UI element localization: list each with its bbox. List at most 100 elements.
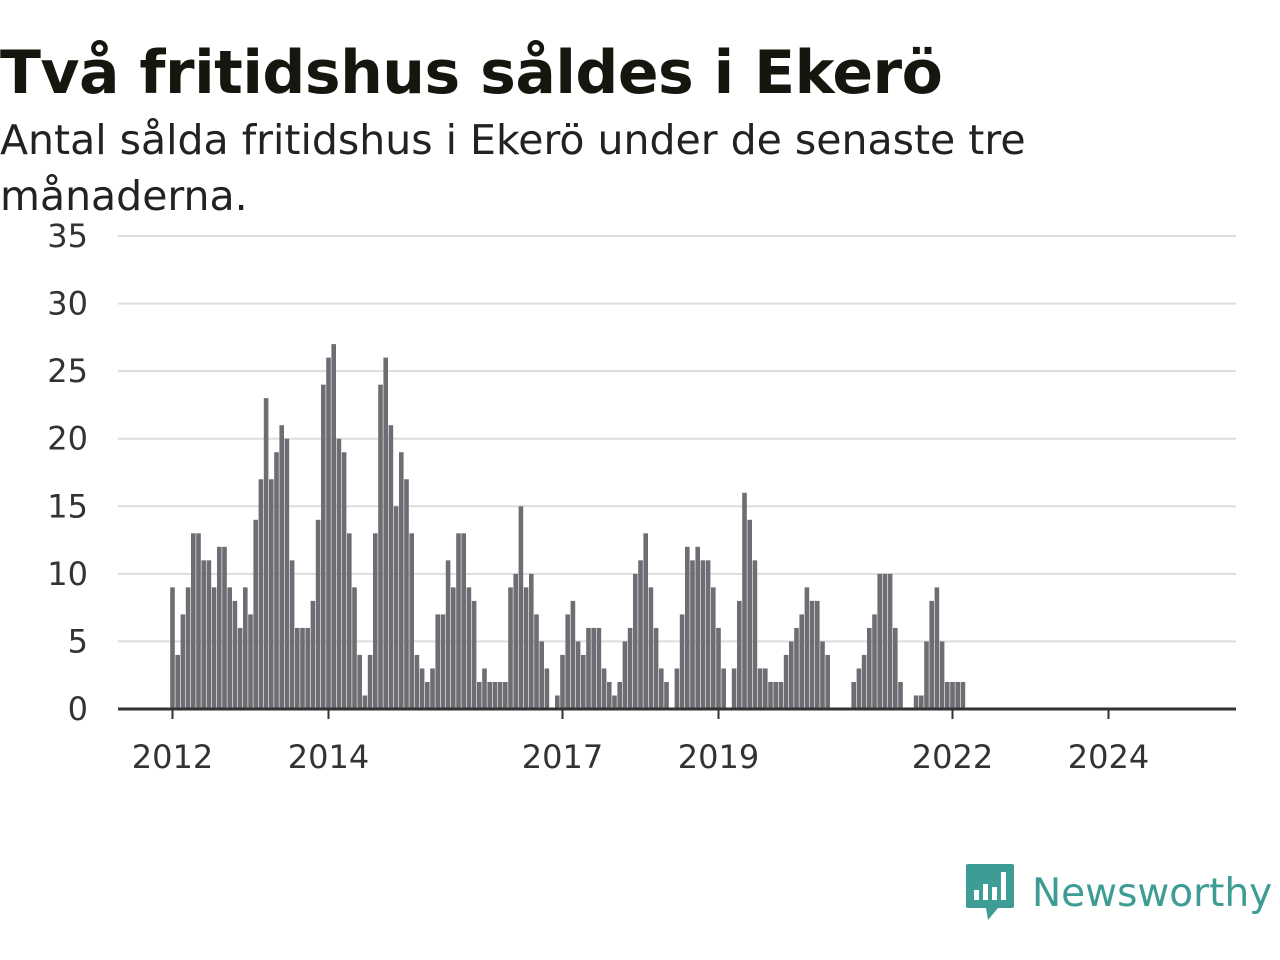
bar xyxy=(373,533,378,709)
bar xyxy=(945,681,950,709)
bar xyxy=(217,546,222,709)
bar xyxy=(809,600,815,709)
bar xyxy=(929,600,934,709)
bar xyxy=(362,695,368,709)
bar xyxy=(388,425,394,709)
bar xyxy=(950,681,955,709)
bar xyxy=(243,587,248,709)
bar xyxy=(295,627,300,709)
bar xyxy=(206,560,212,709)
bar xyxy=(659,668,664,709)
bar xyxy=(653,627,659,709)
x-tick-label: 2022 xyxy=(912,738,993,776)
bar xyxy=(596,627,602,709)
bar xyxy=(648,587,654,709)
bar xyxy=(456,533,461,709)
bar xyxy=(555,695,560,709)
bar xyxy=(752,560,758,709)
x-tick-label: 2019 xyxy=(678,738,759,776)
bar xyxy=(633,573,638,709)
bar xyxy=(820,641,825,709)
bar xyxy=(773,681,778,709)
bar xyxy=(482,668,487,709)
bar xyxy=(466,587,472,709)
bar xyxy=(269,479,274,709)
bar xyxy=(544,668,550,709)
bar xyxy=(685,546,690,709)
newsworthy-logo-icon xyxy=(966,864,1014,920)
bar xyxy=(856,668,862,709)
bar xyxy=(518,506,524,709)
bar xyxy=(825,654,830,709)
bar xyxy=(799,614,804,709)
bar xyxy=(508,587,513,709)
bar xyxy=(586,627,591,709)
bar xyxy=(180,614,186,709)
bar xyxy=(263,398,269,709)
bar xyxy=(789,641,794,709)
bar xyxy=(794,627,799,709)
y-tick-label: 20 xyxy=(47,420,88,458)
bar xyxy=(716,627,721,709)
bar xyxy=(877,573,882,709)
bar-chart: 0 5 10 15 20 25 30 35 2012 2014 2017 2019 2022 2024 2 xyxy=(47,0,1236,776)
brand-name: Newsworthy xyxy=(1032,870,1273,916)
bar xyxy=(763,668,768,709)
bar xyxy=(201,560,206,709)
bar xyxy=(570,600,576,709)
bar xyxy=(258,479,264,709)
bar xyxy=(185,587,191,709)
bar xyxy=(284,438,290,709)
bar xyxy=(861,654,867,709)
y-tick-label: 0 xyxy=(68,690,88,728)
bar xyxy=(867,627,872,709)
bar xyxy=(393,506,399,709)
bar xyxy=(529,573,534,709)
bar xyxy=(695,546,700,709)
bar xyxy=(487,681,492,709)
bar xyxy=(622,641,628,709)
bar xyxy=(872,614,877,709)
bar xyxy=(534,614,539,709)
bar xyxy=(887,573,893,709)
bar xyxy=(279,425,284,709)
bar xyxy=(440,614,446,709)
bar xyxy=(612,695,617,709)
bar xyxy=(404,479,409,709)
y-tick-label: 10 xyxy=(47,555,88,593)
bar xyxy=(414,654,420,709)
bar xyxy=(425,681,430,709)
bar xyxy=(211,587,217,709)
bar xyxy=(757,668,763,709)
bar xyxy=(196,533,201,709)
bar xyxy=(310,600,316,709)
y-tick-label: 25 xyxy=(47,352,88,390)
bar xyxy=(705,560,711,709)
bar xyxy=(627,627,633,709)
bar xyxy=(383,357,388,709)
bar xyxy=(321,384,326,709)
bar xyxy=(664,681,669,709)
bar xyxy=(939,641,945,709)
y-tick-label: 30 xyxy=(47,285,88,323)
bar xyxy=(331,344,336,709)
bar xyxy=(815,600,820,709)
bar xyxy=(960,681,966,709)
bar xyxy=(742,492,747,709)
bar xyxy=(222,546,227,709)
bar xyxy=(227,587,232,709)
bar xyxy=(430,668,435,709)
bar xyxy=(898,681,903,709)
bar xyxy=(497,681,503,709)
bar xyxy=(419,668,425,709)
bar xyxy=(341,452,347,709)
bar xyxy=(607,681,612,709)
bar xyxy=(919,695,924,709)
bar xyxy=(237,627,243,709)
bar xyxy=(191,533,196,709)
bar xyxy=(471,600,477,709)
bar xyxy=(804,587,810,709)
bar xyxy=(445,560,451,709)
bar xyxy=(289,560,295,709)
bar xyxy=(591,627,596,709)
